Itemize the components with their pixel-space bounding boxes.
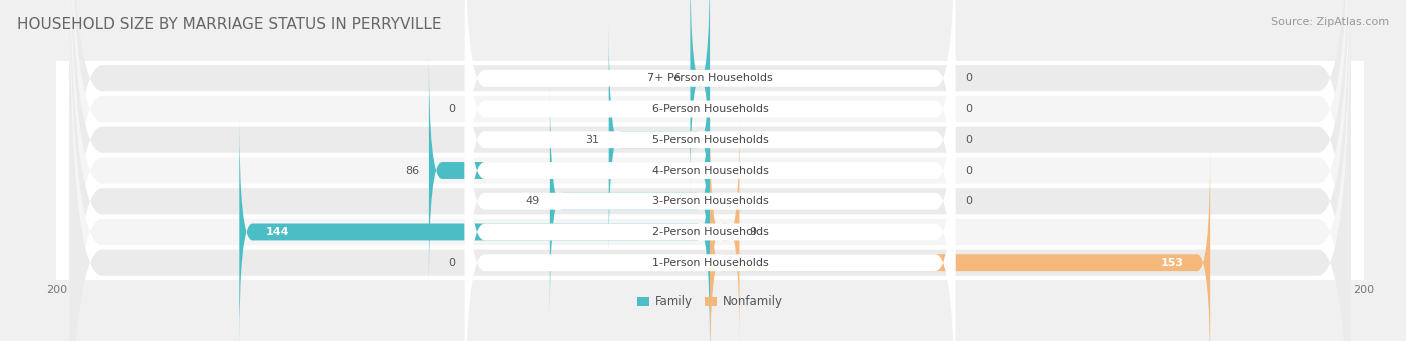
Text: 7+ Person Households: 7+ Person Households: [647, 73, 773, 83]
FancyBboxPatch shape: [710, 148, 1211, 341]
Text: 31: 31: [585, 135, 599, 145]
Text: 6-Person Households: 6-Person Households: [651, 104, 769, 114]
Legend: Family, Nonfamily: Family, Nonfamily: [633, 291, 787, 313]
FancyBboxPatch shape: [465, 56, 955, 341]
Text: 0: 0: [965, 135, 972, 145]
Text: 0: 0: [965, 104, 972, 114]
FancyBboxPatch shape: [69, 0, 1351, 341]
FancyBboxPatch shape: [710, 118, 740, 341]
Text: Source: ZipAtlas.com: Source: ZipAtlas.com: [1271, 17, 1389, 27]
Text: 144: 144: [266, 227, 290, 237]
Text: 153: 153: [1161, 258, 1184, 268]
FancyBboxPatch shape: [69, 0, 1351, 341]
Text: 0: 0: [965, 73, 972, 83]
FancyBboxPatch shape: [609, 25, 710, 254]
FancyBboxPatch shape: [465, 0, 955, 254]
Text: 49: 49: [526, 196, 540, 206]
Text: 0: 0: [449, 104, 456, 114]
Text: 1-Person Households: 1-Person Households: [651, 258, 769, 268]
FancyBboxPatch shape: [690, 0, 710, 193]
Text: 0: 0: [965, 196, 972, 206]
Text: HOUSEHOLD SIZE BY MARRIAGE STATUS IN PERRYVILLE: HOUSEHOLD SIZE BY MARRIAGE STATUS IN PER…: [17, 17, 441, 32]
FancyBboxPatch shape: [69, 0, 1351, 341]
FancyBboxPatch shape: [465, 0, 955, 285]
FancyBboxPatch shape: [465, 25, 955, 341]
Text: 9: 9: [749, 227, 756, 237]
FancyBboxPatch shape: [69, 0, 1351, 341]
FancyBboxPatch shape: [465, 0, 955, 341]
Text: 0: 0: [449, 258, 456, 268]
FancyBboxPatch shape: [429, 56, 710, 285]
Text: 5-Person Households: 5-Person Households: [651, 135, 769, 145]
Text: 2-Person Households: 2-Person Households: [651, 227, 769, 237]
Text: 86: 86: [405, 165, 419, 176]
FancyBboxPatch shape: [239, 118, 710, 341]
FancyBboxPatch shape: [69, 0, 1351, 341]
FancyBboxPatch shape: [550, 87, 710, 316]
FancyBboxPatch shape: [465, 87, 955, 341]
Text: 3-Person Households: 3-Person Households: [651, 196, 769, 206]
Text: 6: 6: [673, 73, 681, 83]
FancyBboxPatch shape: [465, 0, 955, 316]
FancyBboxPatch shape: [69, 0, 1351, 341]
FancyBboxPatch shape: [69, 0, 1351, 341]
Text: 4-Person Households: 4-Person Households: [651, 165, 769, 176]
Text: 0: 0: [965, 165, 972, 176]
